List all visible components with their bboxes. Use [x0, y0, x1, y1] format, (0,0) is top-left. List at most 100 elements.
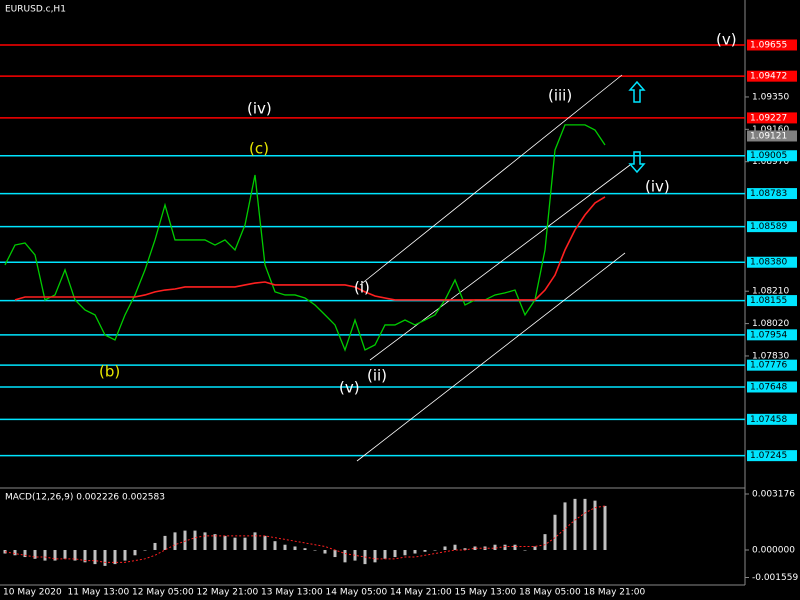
macd-bar — [293, 546, 297, 551]
grid: 1.09350 1.09160 1.08970 1.08210 1.08020 1.078… — [745, 92, 798, 583]
macd-bar — [583, 498, 587, 551]
macd-bar — [133, 550, 137, 556]
y-tick-label: 1.09160 — [752, 125, 789, 135]
macd-bar — [53, 550, 57, 561]
macd-bar — [443, 546, 447, 551]
level-label: 1.07954 — [750, 330, 787, 340]
macd-bar — [403, 550, 407, 556]
macd-bar — [63, 550, 67, 559]
macd-bar — [33, 550, 37, 559]
macd-bar — [463, 548, 467, 551]
level-label: 1.09005 — [750, 151, 787, 161]
macd-bar — [273, 541, 277, 551]
marks — [3, 124, 607, 566]
macd-bar — [243, 537, 247, 551]
x-tick-label: 12 May 21:00 — [197, 588, 259, 598]
macd-bar — [413, 550, 417, 554]
macd-bar — [323, 550, 327, 554]
macd-bar — [233, 537, 237, 551]
level-label-box — [747, 70, 797, 82]
channel-line — [369, 164, 631, 361]
wave-label: (ii) — [367, 367, 387, 385]
level-label: 1.08589 — [750, 222, 787, 232]
level-label: 1.09472 — [750, 72, 787, 82]
wave-label: (c) — [249, 140, 269, 158]
level-label: 1.07458 — [750, 415, 787, 425]
macd-bar — [143, 550, 147, 551]
level-label: 1.07648 — [750, 382, 787, 392]
macd-bar — [173, 532, 177, 551]
wave-label: (iv) — [645, 178, 670, 196]
level-label: 1.08155 — [750, 296, 787, 306]
wave-label: (b) — [99, 363, 120, 381]
price-line — [4, 124, 606, 352]
current-price-label: 1.09121 — [750, 131, 787, 141]
macd-bar — [103, 550, 107, 566]
y-tick-label: 1.08970 — [752, 157, 789, 167]
level-label-box — [747, 221, 797, 233]
x-tick-label: 11 May 13:00 — [68, 588, 130, 598]
x-tick-label: 14 May 05:00 — [326, 588, 388, 598]
x-tick-label: 10 May 2020 — [3, 588, 62, 598]
level-label-box — [747, 150, 797, 162]
macd-bar — [383, 550, 387, 559]
level-label-box — [747, 359, 797, 371]
macd-bar — [193, 530, 197, 551]
macd-bar — [493, 544, 497, 551]
wave-label: (iv) — [247, 100, 272, 118]
x-tick-label: 14 May 21:00 — [390, 588, 452, 598]
level-label-box — [747, 381, 797, 393]
macd-bar — [113, 550, 117, 565]
macd-bar — [373, 550, 377, 563]
levels: 1.09655 1.09472 1.09227 1.09005 1.08783 1.085… — [0, 39, 797, 462]
level-label-box — [747, 295, 797, 307]
x-tick-label: 18 May 05:00 — [519, 588, 581, 598]
macd-bar — [43, 550, 47, 561]
macd-bar — [563, 502, 567, 551]
y-tick-label: 1.08020 — [752, 319, 789, 329]
wave-label: (v) — [716, 31, 737, 49]
channel-line — [359, 74, 623, 286]
macd-bar — [313, 550, 317, 551]
macd-bar — [23, 550, 27, 558]
macd-bar — [543, 534, 547, 551]
macd-bar — [423, 550, 427, 552]
signal-line — [4, 505, 606, 563]
level-label-box — [747, 112, 797, 124]
x-tick-label: 13 May 13:00 — [261, 588, 323, 598]
macd-bar — [453, 544, 457, 551]
y-tick-label: 1.09350 — [752, 92, 789, 102]
macd-bar — [603, 505, 607, 551]
level-label: 1.07776 — [750, 361, 787, 371]
macd-bar — [433, 550, 437, 551]
macd-bar — [503, 544, 507, 551]
y-tick-label: -0.001559 — [752, 573, 798, 583]
y-tick-label: 1.07830 — [752, 351, 789, 361]
macd-bar — [393, 550, 397, 558]
y-tick-label: 1.08210 — [752, 287, 789, 297]
level-label-box — [747, 188, 797, 200]
macd-bar — [263, 535, 267, 551]
macd-bar — [183, 530, 187, 551]
macd-bar — [303, 548, 307, 551]
macd-bar — [123, 550, 127, 561]
macd-bar — [93, 550, 97, 565]
macd-bar — [513, 544, 517, 551]
level-label: 1.09655 — [750, 40, 787, 50]
macd-bar — [203, 532, 207, 551]
wave-label: (v) — [339, 379, 360, 397]
wave-label: (i) — [354, 279, 370, 297]
macd-bar — [83, 550, 87, 563]
macd-bar — [333, 550, 337, 558]
x-tick-label: 15 May 13:00 — [455, 588, 517, 598]
macd-bar — [73, 550, 77, 561]
macd-bar — [153, 542, 157, 551]
macd-bar — [253, 532, 257, 551]
up-arrow — [628, 80, 646, 103]
macd-bar — [593, 500, 597, 551]
level-label: 1.08380 — [750, 258, 787, 268]
macd-bar — [163, 535, 167, 551]
current-price-box — [747, 130, 797, 142]
chart-title: EURUSD.c,H1 — [5, 5, 66, 15]
